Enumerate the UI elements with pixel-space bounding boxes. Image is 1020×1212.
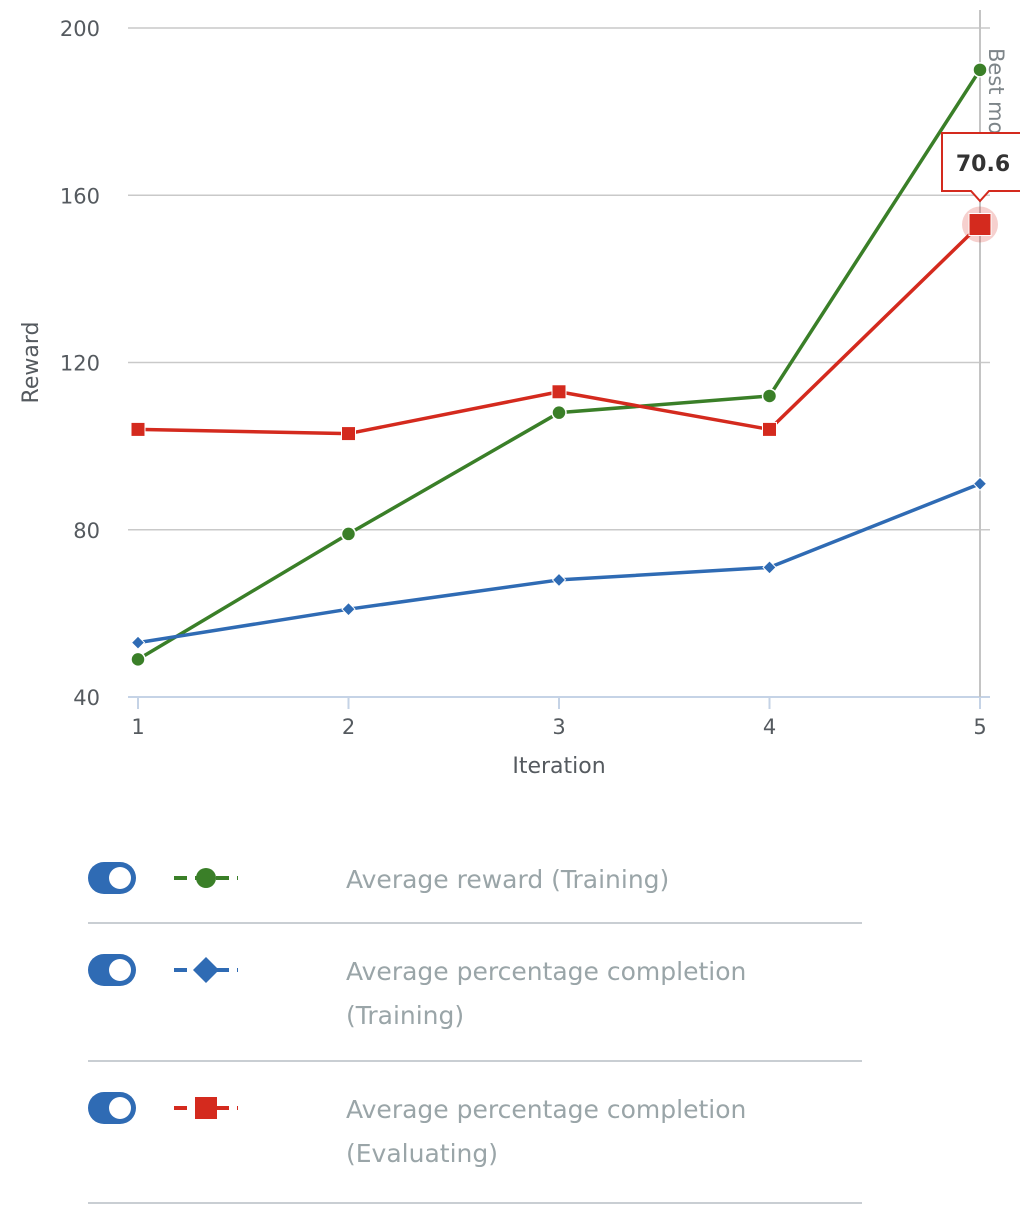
series-toggle[interactable]: [88, 954, 136, 986]
series-line: [137, 482, 981, 645]
y-tick-label: 200: [60, 17, 100, 41]
x-axis-title: Iteration: [512, 754, 605, 779]
tooltip-value: 70.6: [956, 152, 1010, 177]
data-point: [551, 384, 567, 400]
data-point: [972, 476, 988, 491]
data-point: [130, 635, 146, 650]
chart-legend: Average reward (Training) Average percen…: [88, 832, 862, 1204]
x-tick-label: 1: [131, 715, 144, 739]
y-tick-label: 120: [60, 352, 100, 376]
best-model-marker: Best mo: [979, 10, 1008, 697]
series-line: [137, 68, 982, 661]
data-point: [340, 526, 357, 542]
chart-series: [137, 68, 982, 661]
toggle-knob: [109, 867, 131, 889]
y-tick-label: 160: [60, 184, 100, 208]
x-tick-label: 3: [552, 715, 565, 739]
data-point: [341, 426, 356, 442]
series-toggle[interactable]: [88, 1092, 136, 1124]
axis-labels: 40 80 120 160 200 1 2 3 4 5 Iteration Reward: [19, 17, 987, 779]
x-tick-label: 2: [342, 715, 355, 739]
data-point: [130, 421, 146, 437]
chart-points: [130, 62, 998, 668]
data-point: [551, 572, 567, 588]
legend-item-average-percentage-completion-evaluating[interactable]: Average percentage completion (Evaluatin…: [88, 1062, 862, 1204]
line-chart: Best mo 40 80 120 160 200 1 2 3 4 5 Iteration Rewar…: [19, 10, 1020, 779]
data-point: [762, 560, 777, 575]
tooltip-box: [941, 132, 1020, 203]
best-model-label: Best mo: [984, 48, 1008, 134]
data-point: [968, 213, 992, 237]
diamond-marker-icon: [174, 957, 238, 983]
x-tick-label: 4: [763, 715, 776, 739]
data-point: [130, 651, 146, 668]
square-marker-icon: [174, 1097, 238, 1119]
legend-item-average-reward-training[interactable]: Average reward (Training): [88, 832, 862, 924]
data-point: [551, 404, 567, 421]
legend-label: Average percentage completion (Evaluatin…: [346, 1095, 747, 1168]
y-tick-label: 80: [73, 519, 100, 543]
tooltip: 70.6: [941, 132, 1020, 203]
legend-label: Average reward (Training): [346, 865, 670, 894]
circle-marker-icon: [174, 868, 238, 888]
toggle-knob: [109, 959, 131, 981]
x-tick-label: 5: [973, 715, 986, 739]
legend-label: Average percentage completion (Training): [346, 957, 747, 1030]
legend-item-average-percentage-completion-training[interactable]: Average percentage completion (Training): [88, 924, 862, 1062]
toggle-knob: [109, 1097, 131, 1119]
y-axis-title: Reward: [19, 322, 44, 404]
grid-lines: [128, 27, 990, 709]
data-point: [341, 601, 356, 617]
series-line: [137, 223, 982, 436]
data-point: [762, 421, 777, 437]
data-point: [972, 62, 988, 78]
y-tick-label: 40: [73, 686, 100, 710]
data-point: [761, 388, 778, 404]
series-toggle[interactable]: [88, 862, 136, 894]
